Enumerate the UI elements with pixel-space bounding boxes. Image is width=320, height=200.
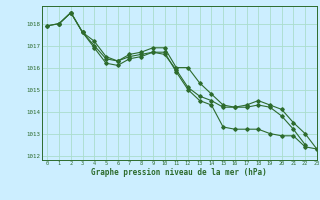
X-axis label: Graphe pression niveau de la mer (hPa): Graphe pression niveau de la mer (hPa): [91, 168, 267, 177]
